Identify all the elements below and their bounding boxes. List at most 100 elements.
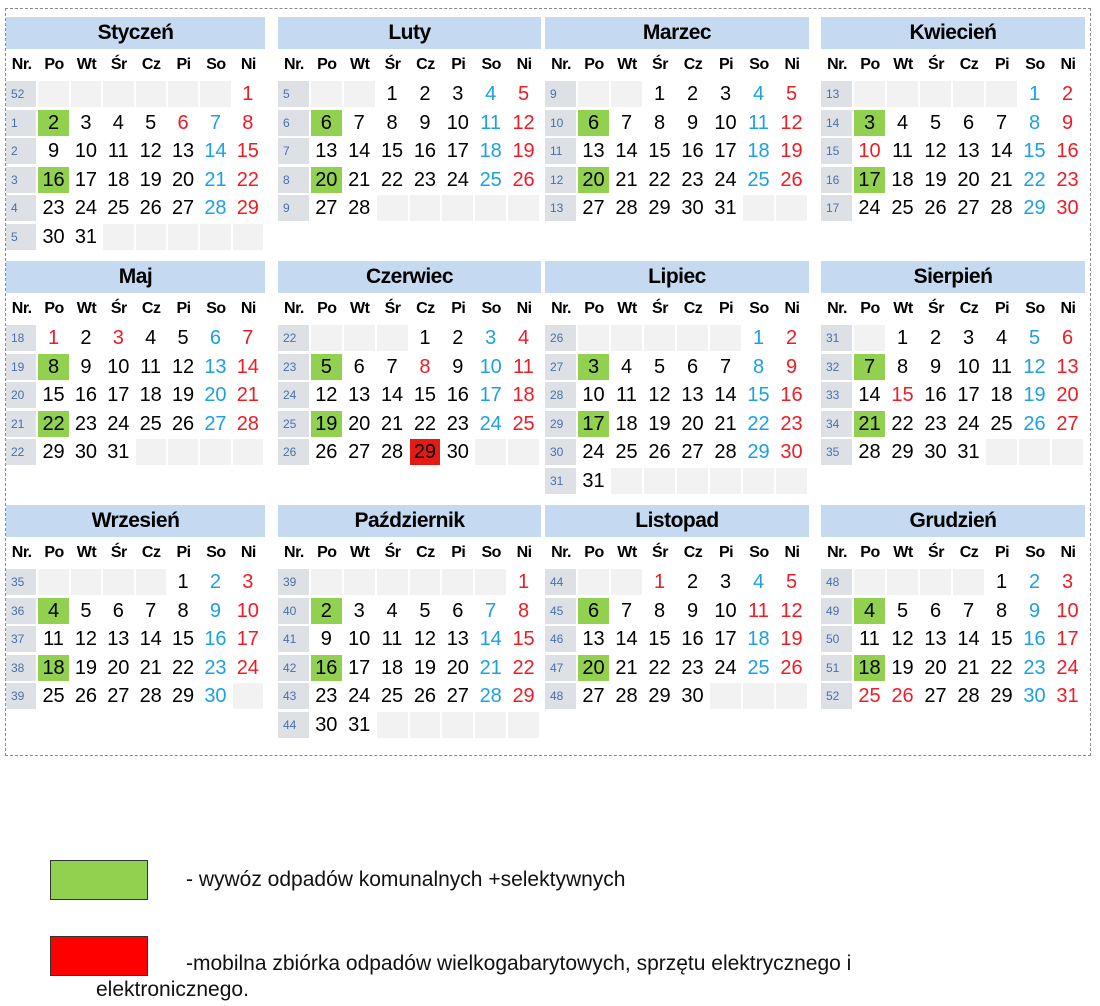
day-cell: 20 bbox=[924, 656, 947, 679]
day-cell: 10 bbox=[1056, 599, 1079, 622]
weekday-header: Nr. bbox=[551, 300, 571, 317]
day-cell: 6 bbox=[578, 109, 609, 136]
day-cell: 11 bbox=[748, 599, 769, 622]
week-number: 44 bbox=[545, 569, 576, 595]
day-cell: 8 bbox=[419, 355, 431, 378]
empty-day-cell bbox=[376, 325, 408, 351]
weekday-header: Ni bbox=[516, 56, 532, 73]
day-cell: 30 bbox=[315, 714, 338, 736]
day-cell: 24 bbox=[348, 685, 371, 708]
day-cell: 23 bbox=[204, 656, 227, 679]
day-cell: 3 bbox=[452, 83, 464, 105]
empty-day-cell bbox=[854, 81, 885, 107]
weekday-header: Śr bbox=[384, 300, 401, 317]
day-cell: 10 bbox=[74, 140, 98, 163]
day-cell: 26 bbox=[1023, 412, 1046, 435]
weekday-header: So bbox=[206, 544, 226, 561]
day-cell: 19 bbox=[780, 628, 803, 651]
day-cell: 31 bbox=[582, 470, 605, 492]
empty-day-cell bbox=[70, 569, 102, 595]
weekday-header: Cz bbox=[416, 56, 435, 73]
day-cell: 7 bbox=[145, 599, 157, 622]
weekday-header: Ni bbox=[1060, 544, 1077, 561]
day-cell: 20 bbox=[578, 166, 609, 193]
weekday-header: So bbox=[749, 300, 769, 317]
weekday-header: Wt bbox=[617, 300, 637, 317]
day-cell: 13 bbox=[957, 140, 980, 163]
day-cell: 17 bbox=[348, 656, 371, 679]
day-cell: 30 bbox=[1056, 197, 1079, 220]
weekday-header: Ni bbox=[784, 56, 801, 73]
day-cell: 17 bbox=[1056, 628, 1079, 651]
day-cell: 10 bbox=[714, 599, 737, 622]
day-cell: 13 bbox=[171, 140, 195, 163]
day-cell: 16 bbox=[780, 384, 803, 407]
month-title: Luty bbox=[278, 17, 541, 49]
weekday-header: Ni bbox=[516, 544, 532, 561]
day-cell: 9 bbox=[1028, 599, 1041, 622]
month-1: Luty Nr. Po Wt Śr Cz Pi So Ni 5 1 2 3 4 5 6 6 7 8 9 10 11 12 7 1… bbox=[278, 17, 541, 257]
day-cell: 21 bbox=[139, 656, 162, 679]
empty-day-cell bbox=[710, 325, 741, 351]
day-cell: 1 bbox=[896, 327, 909, 349]
week-number: 28 bbox=[545, 382, 576, 409]
day-cell: 16 bbox=[446, 384, 469, 407]
week-number: 7 bbox=[278, 138, 309, 165]
day-cell: 30 bbox=[74, 441, 98, 464]
empty-day-cell bbox=[200, 81, 231, 107]
empty-day-cell bbox=[710, 468, 741, 494]
day-cell: 10 bbox=[107, 355, 130, 378]
day-cell: 13 bbox=[924, 628, 947, 651]
day-cell: 2 bbox=[1061, 83, 1074, 105]
day-cell: 30 bbox=[204, 685, 227, 708]
empty-day-cell bbox=[200, 224, 231, 250]
day-cell: 16 bbox=[74, 384, 98, 407]
day-cell: 18 bbox=[747, 628, 770, 651]
empty-day-cell bbox=[38, 569, 69, 595]
day-cell: 19 bbox=[780, 140, 803, 163]
weekday-header: Pi bbox=[451, 544, 466, 561]
day-cell: 11 bbox=[140, 355, 162, 378]
day-cell: 20 bbox=[171, 168, 195, 191]
day-cell: 7 bbox=[353, 111, 365, 134]
day-cell: 7 bbox=[209, 111, 221, 134]
week-number: 36 bbox=[6, 597, 37, 624]
week-number: 46 bbox=[545, 626, 576, 653]
day-cell: 6 bbox=[310, 109, 342, 136]
day-cell: 9 bbox=[209, 599, 221, 622]
empty-day-cell bbox=[409, 712, 441, 738]
day-cell: 26 bbox=[139, 197, 162, 220]
day-cell: 4 bbox=[995, 327, 1008, 349]
weekday-header: Cz bbox=[141, 544, 161, 561]
day-cell: 30 bbox=[681, 197, 704, 220]
week-number: 27 bbox=[545, 353, 576, 380]
month-5: Czerwiec Nr. Po Wt Śr Cz Pi So Ni 22 1 2 3 4 23 5 6 7 8 9 10… bbox=[278, 261, 541, 501]
day-cell: 16 bbox=[413, 140, 437, 163]
day-cell: 14 bbox=[139, 628, 162, 651]
empty-day-cell bbox=[611, 468, 642, 494]
empty-day-cell bbox=[578, 81, 609, 107]
empty-day-cell bbox=[343, 81, 375, 107]
empty-day-cell bbox=[1052, 439, 1083, 466]
weekday-header: Wt bbox=[349, 56, 370, 73]
day-cell: 10 bbox=[236, 599, 259, 622]
day-cell: 9 bbox=[452, 355, 464, 378]
day-cell: 26 bbox=[512, 168, 535, 191]
week-number: 18 bbox=[6, 325, 37, 351]
day-cell: 20 bbox=[957, 168, 980, 191]
weekday-header: Cz bbox=[959, 544, 979, 561]
week-number: 37 bbox=[6, 626, 37, 653]
day-cell: 27 bbox=[204, 412, 227, 435]
weekday-header: Nr. bbox=[284, 300, 304, 317]
day-cell: 18 bbox=[107, 168, 130, 191]
day-cell: 21 bbox=[615, 168, 638, 191]
day-cell: 2 bbox=[80, 327, 92, 349]
day-cell: 27 bbox=[957, 197, 980, 220]
weekday-header: Nr. bbox=[827, 544, 847, 561]
day-cell: 1 bbox=[1028, 83, 1041, 105]
day-cell: 18 bbox=[891, 168, 914, 191]
day-cell: 23 bbox=[924, 412, 947, 435]
week-number: 32 bbox=[821, 353, 852, 380]
day-cell: 28 bbox=[714, 441, 737, 464]
day-cell: 5 bbox=[653, 355, 666, 378]
